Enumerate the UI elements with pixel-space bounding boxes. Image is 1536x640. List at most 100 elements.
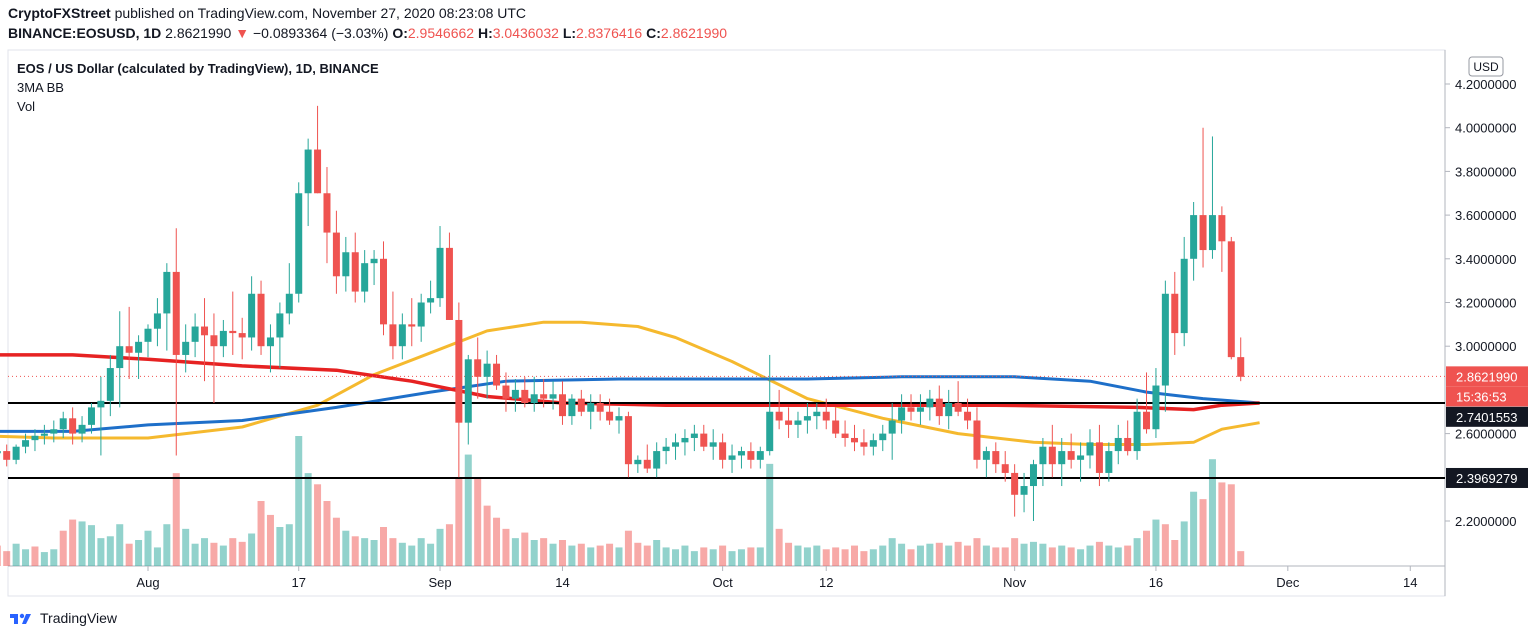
candle-body — [304, 149, 312, 194]
volume-bar — [615, 547, 623, 566]
candle-body — [869, 440, 877, 447]
candle-body — [59, 418, 67, 430]
volume-bar — [380, 527, 387, 566]
price-tick-label: 2.2000000 — [1455, 514, 1516, 529]
indicator-3ma-bb[interactable]: 3MA BB — [17, 80, 64, 95]
volume-bar — [22, 549, 30, 566]
volume-bar — [351, 536, 359, 566]
candle-body — [728, 455, 736, 460]
time-tick-label: Dec — [1276, 575, 1300, 590]
volume-bar — [728, 551, 736, 566]
candle-body — [935, 398, 943, 417]
candle-body — [672, 442, 680, 447]
volume-bar — [191, 543, 199, 566]
volume-bar — [982, 545, 990, 566]
volume-bar — [577, 543, 585, 566]
candle-body — [1124, 437, 1132, 452]
candle-body — [248, 293, 256, 338]
candle-body — [351, 252, 359, 292]
candle-body — [766, 411, 774, 452]
volume-bar — [342, 530, 350, 566]
candle-body — [31, 435, 39, 441]
close-label: C: — [646, 25, 661, 41]
price-tick-label: 4.2000000 — [1455, 77, 1516, 92]
volume-bar — [634, 542, 642, 566]
time-tick-label: 12 — [819, 575, 833, 590]
candle-body — [916, 407, 924, 412]
candle-body — [624, 416, 632, 465]
candle-body — [370, 258, 378, 264]
candle-body — [1190, 215, 1198, 259]
candle-body — [191, 326, 199, 342]
volume-bar — [643, 545, 651, 566]
candle-body — [1105, 451, 1113, 473]
volume-bar — [1048, 547, 1056, 566]
volume-bar — [681, 545, 689, 566]
volume-bar — [210, 542, 218, 566]
volume-bar — [1086, 545, 1094, 566]
tradingview-logo[interactable]: TradingView — [8, 610, 117, 626]
candle-body — [153, 313, 161, 329]
volume-bar — [276, 527, 284, 566]
volume-bar — [1237, 551, 1245, 566]
volume-bar — [172, 473, 180, 566]
volume-bar — [248, 533, 256, 566]
volume-bar — [879, 545, 887, 566]
price-label-box — [1446, 386, 1528, 407]
volume-bar — [747, 547, 755, 566]
volume-bar — [229, 538, 237, 566]
volume-bar — [135, 540, 143, 566]
candle-body — [276, 313, 284, 338]
volume-bar — [201, 538, 209, 566]
price-tick-label: 3.8000000 — [1455, 164, 1516, 179]
candle-body — [135, 341, 143, 353]
candle-body — [907, 407, 915, 412]
candle-body — [285, 293, 293, 314]
volume-bar — [144, 530, 152, 566]
volume-bar — [530, 540, 538, 566]
volume-bar — [408, 545, 416, 566]
volume-bar — [672, 549, 680, 566]
candle-body — [219, 330, 227, 347]
volume-bar — [737, 549, 745, 566]
close-value: 2.8621990 — [660, 25, 728, 41]
candle-body — [803, 416, 811, 421]
candle-body — [1020, 486, 1028, 495]
candle-body — [3, 451, 11, 460]
volume-bar — [0, 545, 1, 566]
candle-body — [511, 389, 519, 399]
publisher-name[interactable]: CryptoFXStreet — [8, 5, 111, 21]
candle-body — [982, 451, 990, 460]
price-label-text: 2.8621990 — [1456, 369, 1517, 384]
candle-body — [125, 346, 133, 353]
candle-body — [1039, 446, 1047, 465]
candle-body — [577, 398, 585, 412]
price-labels: 2.8621990 15:36:53 2.7401553 2.3969279 — [1446, 366, 1528, 488]
volume-bar — [1161, 524, 1169, 566]
indicator-vol[interactable]: Vol — [17, 99, 36, 114]
time-tick-label: Oct — [713, 575, 734, 590]
candle-body — [690, 433, 698, 438]
volume-bar — [549, 543, 557, 566]
candle-body — [700, 433, 708, 447]
candle-body — [1208, 215, 1216, 251]
candle-body — [22, 440, 30, 447]
time-tick-label: 16 — [1149, 575, 1163, 590]
volume-bar — [775, 528, 783, 566]
volume-bar — [898, 543, 906, 566]
price-label-box — [1446, 467, 1528, 488]
candle-body — [295, 193, 303, 294]
volume-bar — [973, 538, 981, 566]
candle-body — [785, 420, 793, 425]
candle-body — [964, 411, 972, 421]
candle-body — [813, 411, 821, 417]
volume-bar — [474, 478, 482, 566]
price-change: −0.0893364 (−3.03%) — [252, 25, 389, 41]
volume-bar — [1039, 543, 1047, 566]
candle-body — [851, 437, 858, 443]
candle-body — [709, 442, 717, 447]
publish-details: published on TradingView.com, November 2… — [110, 5, 527, 21]
candle-body — [662, 446, 670, 452]
candle-body — [898, 407, 906, 421]
